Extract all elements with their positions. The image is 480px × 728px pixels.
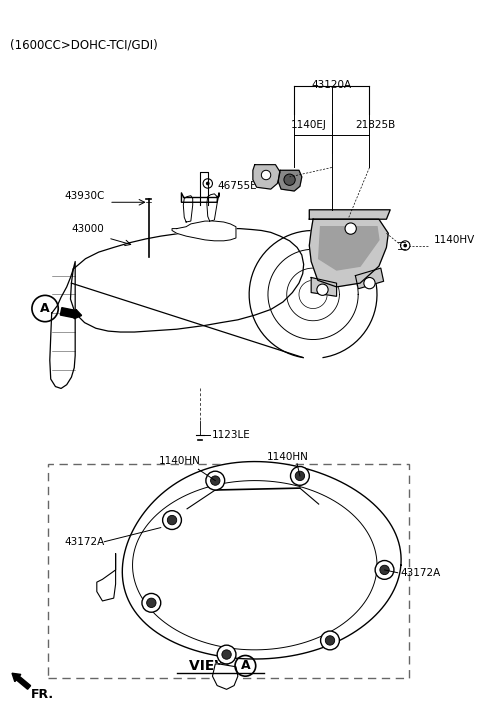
Polygon shape [122, 462, 401, 659]
Text: VIEW: VIEW [189, 659, 234, 673]
Polygon shape [172, 221, 236, 241]
Circle shape [321, 631, 339, 650]
Circle shape [222, 650, 231, 660]
Polygon shape [311, 277, 336, 296]
Text: 1123LE: 1123LE [212, 430, 250, 440]
Text: 46755E: 46755E [217, 181, 257, 191]
Circle shape [375, 561, 394, 579]
Text: 1140HN: 1140HN [158, 456, 201, 467]
Circle shape [142, 593, 161, 612]
Text: 43120A: 43120A [312, 80, 352, 90]
Text: 43172A: 43172A [400, 568, 441, 578]
Circle shape [403, 244, 407, 248]
Polygon shape [132, 480, 377, 650]
Text: 1140HV: 1140HV [433, 235, 475, 245]
Circle shape [380, 565, 389, 574]
Polygon shape [97, 554, 116, 601]
Circle shape [364, 277, 375, 289]
Text: A: A [40, 302, 50, 315]
Circle shape [345, 223, 356, 234]
Text: 21825B: 21825B [355, 120, 396, 130]
Circle shape [206, 181, 210, 186]
Circle shape [317, 284, 328, 296]
Circle shape [290, 467, 309, 486]
Polygon shape [278, 170, 302, 191]
Circle shape [147, 598, 156, 608]
Circle shape [284, 174, 295, 186]
Text: 1140HN: 1140HN [267, 452, 309, 462]
Polygon shape [253, 165, 280, 189]
Circle shape [400, 241, 410, 250]
Text: 43930C: 43930C [64, 191, 104, 201]
Text: 43000: 43000 [72, 223, 104, 234]
Polygon shape [213, 664, 238, 689]
Circle shape [325, 636, 335, 645]
Polygon shape [319, 226, 379, 270]
Polygon shape [50, 261, 75, 389]
Circle shape [217, 645, 236, 664]
Text: 43172A: 43172A [64, 537, 104, 547]
Text: 1140EJ: 1140EJ [290, 120, 326, 130]
Polygon shape [207, 194, 217, 221]
FancyBboxPatch shape [48, 464, 409, 678]
Polygon shape [355, 268, 384, 289]
Polygon shape [309, 219, 388, 287]
Circle shape [163, 510, 181, 529]
Polygon shape [183, 196, 192, 222]
Polygon shape [309, 210, 390, 219]
Circle shape [206, 471, 225, 490]
FancyArrow shape [60, 308, 82, 319]
FancyArrow shape [12, 673, 31, 689]
Text: A: A [240, 660, 250, 673]
Text: FR.: FR. [31, 687, 54, 700]
Polygon shape [71, 229, 304, 332]
Circle shape [295, 471, 305, 480]
Circle shape [261, 170, 271, 180]
Circle shape [211, 476, 220, 486]
Circle shape [168, 515, 177, 525]
Text: (1600CC>DOHC-TCI/GDI): (1600CC>DOHC-TCI/GDI) [10, 39, 158, 52]
